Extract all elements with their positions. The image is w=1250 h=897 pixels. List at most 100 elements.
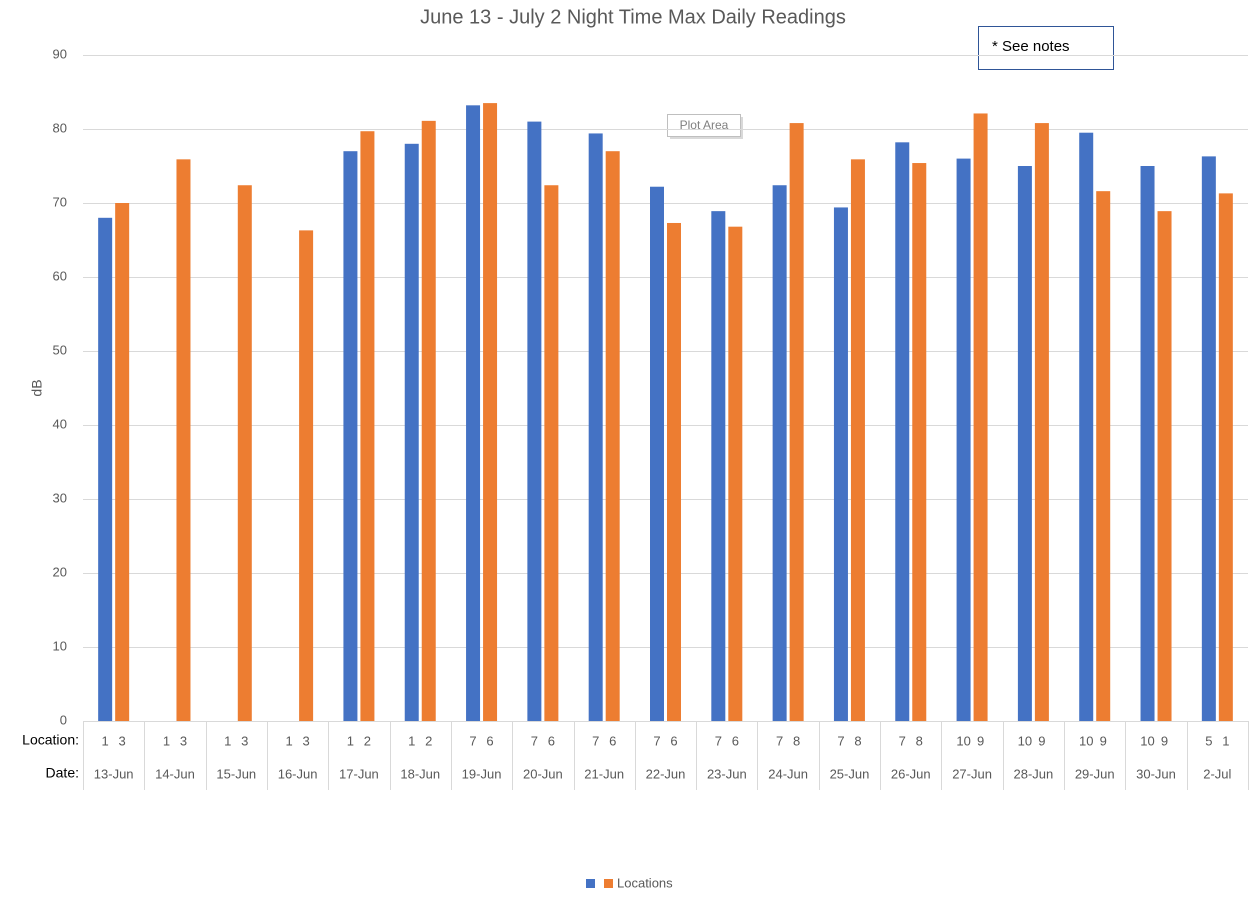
location-label: 6 <box>670 733 677 748</box>
location-label: 7 <box>469 733 476 748</box>
bar <box>98 217 113 722</box>
bar <box>360 131 375 722</box>
bar <box>973 113 988 721</box>
row-label: Date: <box>46 765 79 781</box>
bar <box>466 105 481 721</box>
bar <box>650 186 664 722</box>
y-tick-label: 50 <box>53 342 67 357</box>
bar <box>1034 123 1049 721</box>
y-tick-label: 20 <box>53 564 67 579</box>
bar <box>343 151 358 721</box>
tooltip: Plot Area <box>680 118 729 132</box>
location-label: 7 <box>899 733 906 748</box>
location-label: 8 <box>854 733 861 748</box>
bar <box>483 103 498 722</box>
y-tick-label: 80 <box>53 120 67 135</box>
bar <box>404 143 419 722</box>
x-tick-label: 28-Jun <box>1014 766 1054 781</box>
bar <box>237 185 252 722</box>
location-label: 9 <box>1100 733 1107 748</box>
bar <box>912 163 927 722</box>
bar <box>1201 156 1216 721</box>
location-label: 6 <box>609 733 616 748</box>
x-tick-label: 29-Jun <box>1075 766 1115 781</box>
tooltip-box <box>667 114 741 137</box>
location-label: 7 <box>715 733 722 748</box>
bar <box>299 230 314 721</box>
location-label: 7 <box>837 733 844 748</box>
location-label: 1 <box>163 733 170 748</box>
legend-label: Locations <box>617 875 673 890</box>
location-label: 6 <box>548 733 555 748</box>
location-label: 10 <box>1140 733 1154 748</box>
x-tick-label: 14-Jun <box>155 766 195 781</box>
y-tick-label: 30 <box>53 490 67 505</box>
x-tick-label: 23-Jun <box>707 766 747 781</box>
notes-box <box>978 26 1114 70</box>
y-tick-label: 90 <box>53 46 67 61</box>
y-tick-label: 0 <box>60 712 67 727</box>
bar <box>421 120 436 722</box>
y-tick-label: 70 <box>53 194 67 209</box>
bar <box>850 159 865 722</box>
bar <box>1017 166 1032 721</box>
location-label: 3 <box>180 733 187 748</box>
x-tick-label: 15-Jun <box>216 766 256 781</box>
location-label: 3 <box>302 733 309 748</box>
annotation: * See notes <box>992 38 1070 55</box>
bar <box>667 222 681 722</box>
bar <box>728 226 743 721</box>
y-axis-label: dB <box>29 379 45 396</box>
location-label: 6 <box>732 733 739 748</box>
y-tick-label: 40 <box>53 416 67 431</box>
bar <box>605 151 620 721</box>
bar <box>833 207 848 721</box>
location-label: 1 <box>1222 733 1229 748</box>
x-tick-label: 18-Jun <box>400 766 440 781</box>
bar <box>115 203 130 721</box>
location-label: 7 <box>531 733 538 748</box>
legend-marker <box>604 879 613 888</box>
location-label: 1 <box>347 733 354 748</box>
location-label: 1 <box>102 733 109 748</box>
location-label: 2 <box>364 733 371 748</box>
bar <box>1140 166 1155 721</box>
bar <box>176 159 191 722</box>
x-tick-label: 21-Jun <box>584 766 624 781</box>
bar <box>588 133 603 721</box>
location-label: 9 <box>977 733 984 748</box>
location-label: 5 <box>1205 733 1212 748</box>
location-label: 7 <box>776 733 783 748</box>
x-tick-label: 16-Jun <box>278 766 318 781</box>
x-tick-label: 25-Jun <box>830 766 870 781</box>
location-label: 8 <box>916 733 923 748</box>
bar <box>544 185 559 722</box>
bar <box>789 123 804 721</box>
bar <box>527 121 542 722</box>
chart-title: June 13 - July 2 Night Time Max Daily Re… <box>420 6 846 28</box>
x-tick-label: 24-Jun <box>768 766 808 781</box>
location-label: 9 <box>1038 733 1045 748</box>
x-tick-label: 30-Jun <box>1136 766 1176 781</box>
bar <box>772 185 787 722</box>
x-tick-label: 17-Jun <box>339 766 379 781</box>
x-tick-label: 19-Jun <box>462 766 502 781</box>
location-label: 1 <box>224 733 231 748</box>
location-label: 10 <box>956 733 970 748</box>
location-label: 8 <box>793 733 800 748</box>
x-tick-label: 13-Jun <box>94 766 134 781</box>
location-label: 1 <box>408 733 415 748</box>
location-label: 7 <box>592 733 599 748</box>
x-tick-label: 20-Jun <box>523 766 563 781</box>
y-tick-label: 10 <box>53 638 67 653</box>
x-tick-label: 22-Jun <box>646 766 686 781</box>
location-label: 10 <box>1018 733 1032 748</box>
location-label: 10 <box>1079 733 1093 748</box>
x-tick-label: 2-Jul <box>1203 766 1231 781</box>
row-label: Location: <box>22 732 79 748</box>
bar <box>1079 132 1094 721</box>
bar <box>711 211 726 721</box>
legend-marker <box>586 879 595 888</box>
location-label: 3 <box>119 733 126 748</box>
